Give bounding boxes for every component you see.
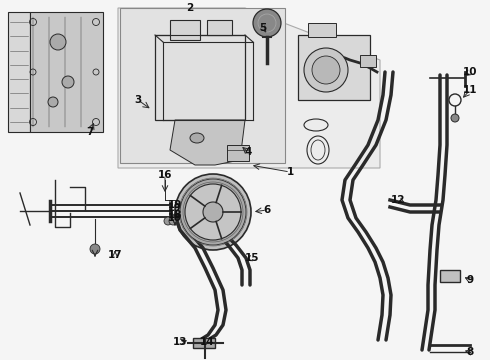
- Circle shape: [451, 114, 459, 122]
- Text: 19: 19: [168, 200, 182, 210]
- Circle shape: [90, 244, 100, 254]
- Bar: [440, 270, 460, 282]
- Text: 6: 6: [264, 205, 270, 215]
- Circle shape: [185, 184, 241, 240]
- Text: 8: 8: [466, 347, 474, 357]
- Text: 15: 15: [245, 253, 259, 263]
- Circle shape: [50, 34, 66, 50]
- Text: 10: 10: [463, 67, 477, 77]
- Bar: [155, 35, 245, 120]
- Text: 13: 13: [173, 337, 187, 347]
- Bar: [207, 20, 232, 35]
- Circle shape: [203, 202, 223, 222]
- Text: 16: 16: [158, 170, 172, 180]
- Text: 3: 3: [134, 95, 142, 105]
- Bar: [193, 338, 215, 348]
- Circle shape: [169, 217, 177, 225]
- Text: 19: 19: [168, 203, 182, 213]
- Text: 7: 7: [86, 127, 94, 137]
- Text: 11: 11: [463, 85, 477, 95]
- Text: 9: 9: [466, 275, 473, 285]
- Bar: [170, 20, 200, 40]
- Bar: [308, 23, 336, 37]
- Bar: [227, 145, 249, 161]
- Circle shape: [304, 48, 348, 92]
- Text: 12: 12: [391, 195, 405, 205]
- Text: 17: 17: [108, 250, 122, 260]
- Text: 18: 18: [168, 210, 182, 220]
- Text: 1: 1: [286, 167, 294, 177]
- Bar: [360, 55, 376, 67]
- Ellipse shape: [190, 133, 204, 143]
- Text: 5: 5: [259, 23, 267, 33]
- Text: 4: 4: [245, 147, 252, 157]
- Text: 2: 2: [186, 3, 194, 13]
- Polygon shape: [170, 120, 245, 165]
- Bar: [8, 12, 30, 132]
- Circle shape: [312, 56, 340, 84]
- Circle shape: [164, 217, 172, 225]
- Bar: [30, 12, 103, 132]
- Circle shape: [253, 9, 281, 37]
- Text: 14: 14: [200, 337, 214, 347]
- Text: 18: 18: [168, 213, 182, 223]
- Bar: [298, 35, 370, 100]
- Circle shape: [48, 97, 58, 107]
- Bar: [120, 8, 285, 163]
- Polygon shape: [118, 8, 380, 168]
- Circle shape: [175, 174, 251, 250]
- Circle shape: [62, 76, 74, 88]
- Circle shape: [180, 179, 246, 245]
